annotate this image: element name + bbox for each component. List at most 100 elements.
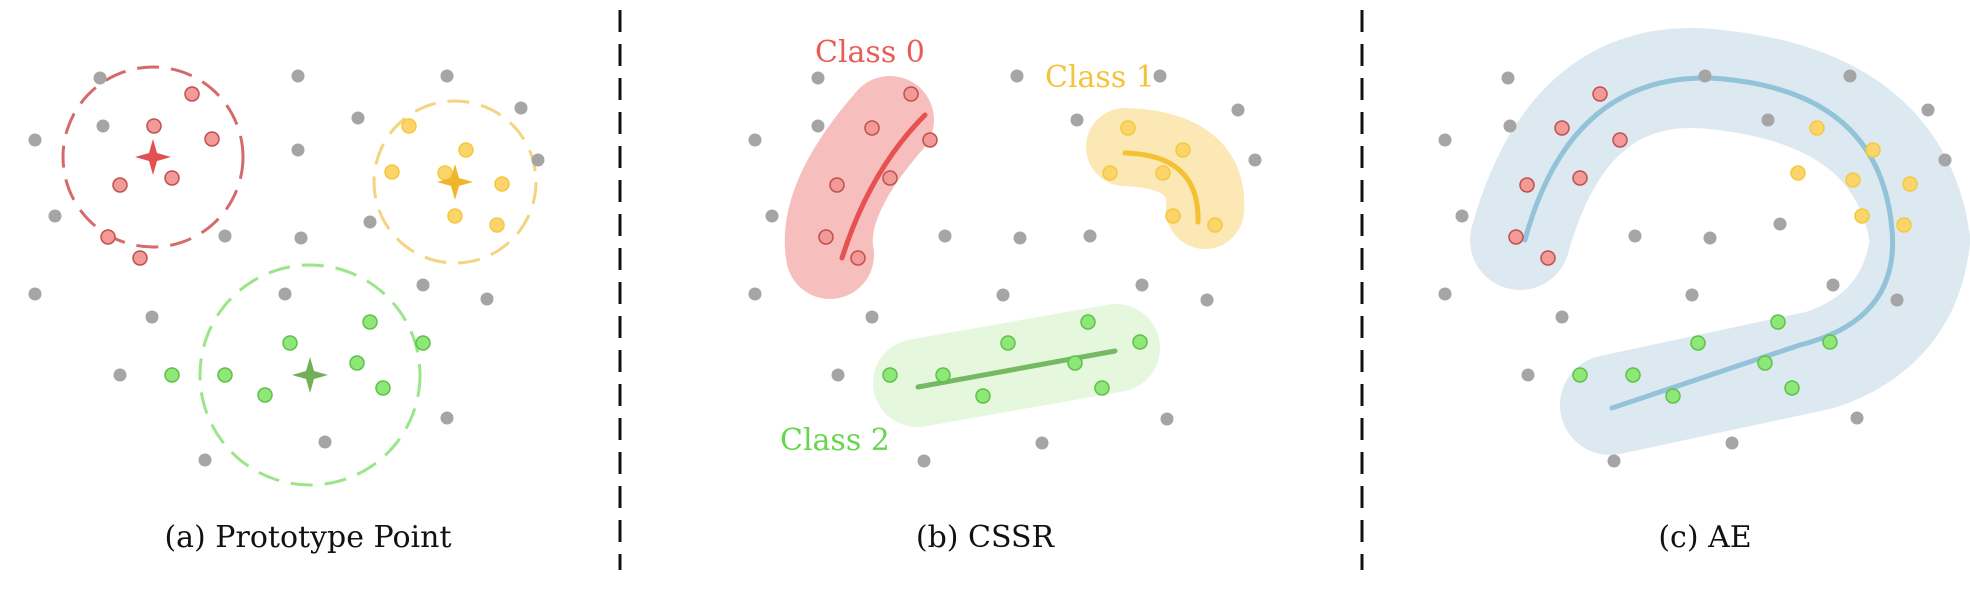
class2-point [1572,367,1588,383]
class2-point [1665,388,1681,404]
class1-point [458,142,474,158]
class0-point [864,120,880,136]
class2-label: Class 2 [780,423,890,458]
unknown-point [1248,153,1262,167]
unknown-point [113,368,127,382]
unknown-point [1501,71,1515,85]
class1-point [1896,217,1912,233]
unknown-point [1761,113,1775,127]
unknown-point [28,287,42,301]
unknown-point [1035,436,1049,450]
unknown-point [1725,436,1739,450]
class2-point [217,367,233,383]
class1-prototype-star [437,164,473,200]
unknown-point [1890,293,1904,307]
unknown-point [440,69,454,83]
class1-point [1102,165,1118,181]
class1-point [1865,142,1881,158]
unknown-point [811,119,825,133]
class1-point [1175,142,1191,158]
unknown-point [1850,411,1864,425]
class1-region [1086,108,1245,249]
unknown-point [1921,103,1935,117]
class0-curve [839,112,928,261]
unknown-point [531,153,545,167]
unknown-point [93,71,107,85]
class2-point [1000,335,1016,351]
unknown-point [318,435,332,449]
class0-radius-circle [61,65,245,249]
class1-label: Class 1 [1045,60,1155,95]
class2-point [164,367,180,383]
unknown-point [96,119,110,133]
unknown-point [1083,229,1097,243]
class2-point [415,335,431,351]
class2-point [349,355,365,371]
class1-point [494,176,510,192]
unknown-point [1703,231,1717,245]
unknown-point [48,209,62,223]
class0-point [100,229,116,245]
class1-point [384,164,400,180]
unknown-point [1070,113,1084,127]
panel-c [1438,28,1970,468]
unknown-point [1013,231,1027,245]
unknown-point [514,101,528,115]
class2-point [1625,367,1641,383]
panel-a [28,65,545,487]
class2-radius-circle [198,263,422,487]
class0-label: Class 0 [815,35,925,70]
class2-point [1094,380,1110,396]
unknown-point [1685,288,1699,302]
class0-point [204,131,220,147]
unknown-point [1843,69,1857,83]
class1-point [1155,165,1171,181]
class2-point [975,388,991,404]
unknown-point [291,143,305,157]
unknown-point [996,288,1010,302]
class1-point [1165,208,1181,224]
class2-point [1132,334,1148,350]
class0-point [1508,229,1524,245]
unknown-point [1438,133,1452,147]
unknown-point [1555,310,1569,324]
unknown-point [1938,153,1952,167]
unknown-point [28,133,42,147]
panel-b-caption: (b) CSSR [915,520,1055,555]
class1-point [437,165,453,181]
unknown-point [145,310,159,324]
class0-point [112,177,128,193]
unknown-point [748,287,762,301]
class2-point [1067,355,1083,371]
unknown-point [363,215,377,229]
class1-point [1809,120,1825,136]
class0-point [164,170,180,186]
unknown-point [765,209,779,223]
class2-point [935,367,951,383]
unknown-point [1160,412,1174,426]
class0-point [1519,177,1535,193]
panel-c-caption: (c) AE [1658,520,1752,555]
unknown-point [480,292,494,306]
class1-radius-circle [372,99,538,265]
ae-curve [1522,75,1896,411]
unknown-point [1698,69,1712,83]
class2-point [1784,380,1800,396]
class2-point [375,380,391,396]
unknown-point [1200,293,1214,307]
unknown-point [1773,217,1787,231]
unknown-point [811,71,825,85]
class1-point [1790,165,1806,181]
class0-point [818,229,834,245]
unknown-point [440,411,454,425]
class0-point [1572,170,1588,186]
class2-point [1757,355,1773,371]
unknown-point [1231,103,1245,117]
unknown-point [1503,119,1517,133]
unknown-point [1628,229,1642,243]
class0-point [903,86,919,102]
class1-point [401,118,417,134]
unknown-point [917,454,931,468]
unknown-point [416,278,430,292]
